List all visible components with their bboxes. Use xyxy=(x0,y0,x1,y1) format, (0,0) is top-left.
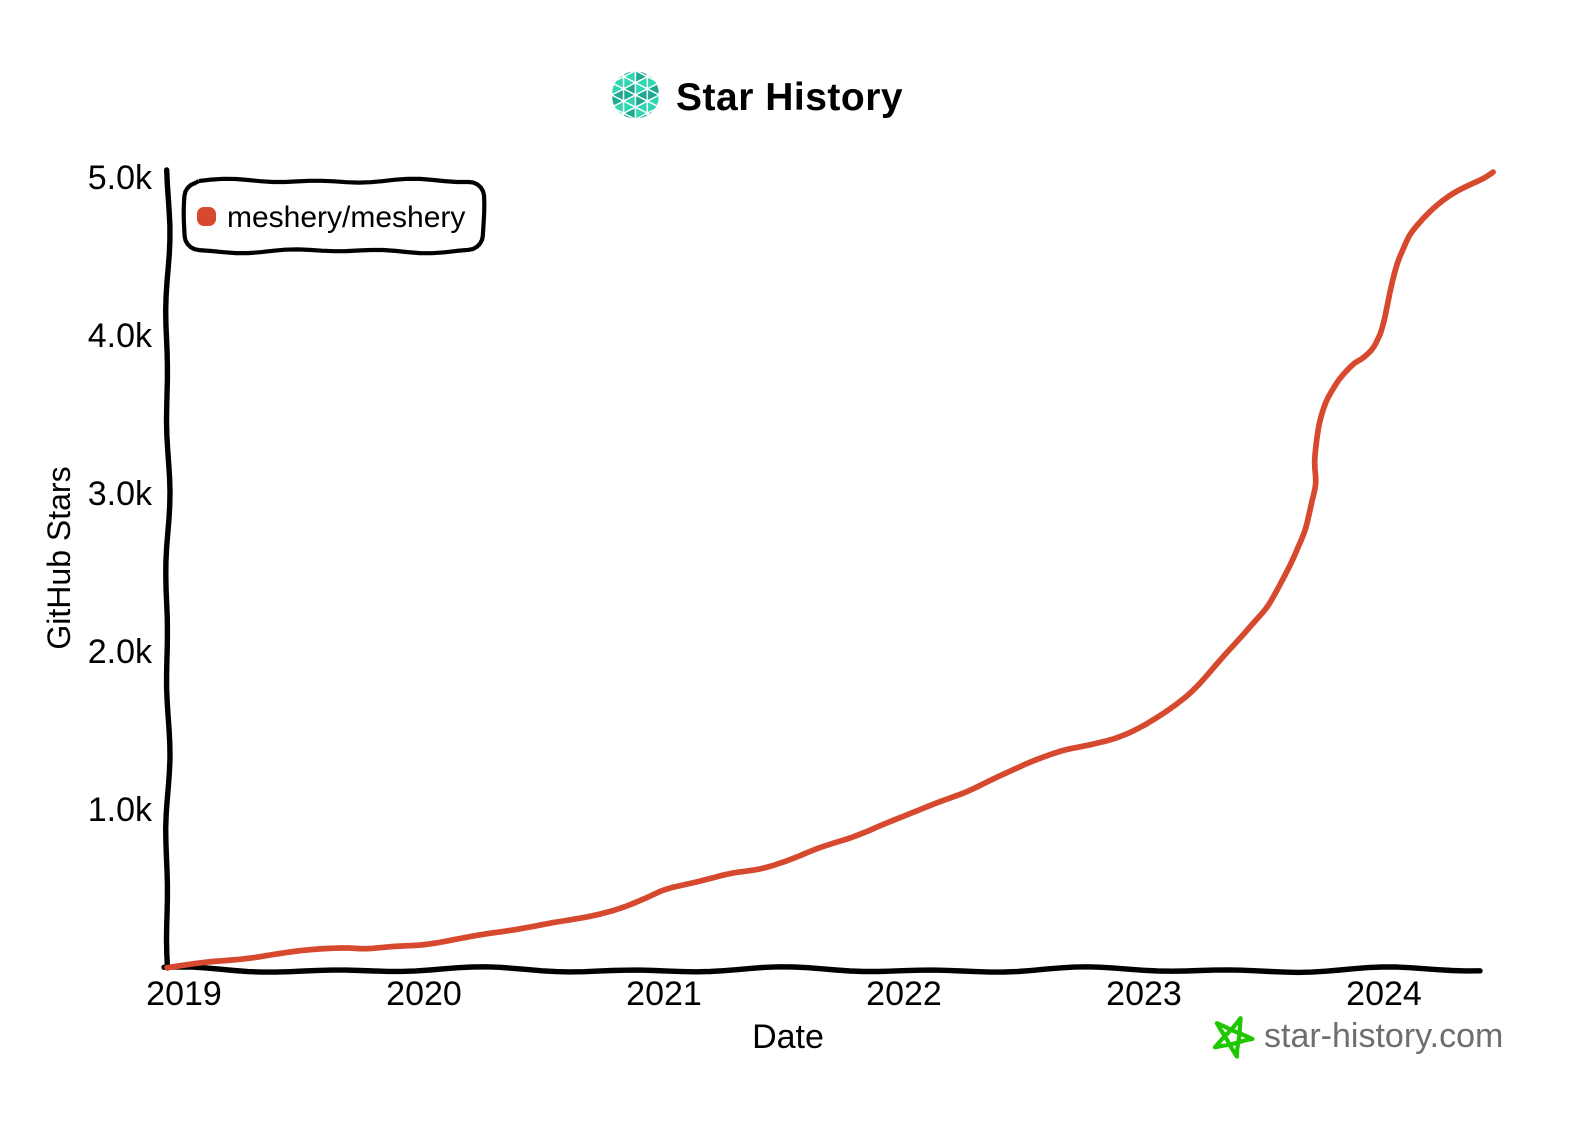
svg-text:5.0k: 5.0k xyxy=(88,159,153,197)
svg-text:2019: 2019 xyxy=(146,975,222,1013)
svg-text:1.0k: 1.0k xyxy=(88,791,153,829)
svg-text:2023: 2023 xyxy=(1106,975,1182,1013)
svg-text:meshery/meshery: meshery/meshery xyxy=(227,201,465,234)
svg-text:2020: 2020 xyxy=(386,975,462,1013)
svg-text:4.0k: 4.0k xyxy=(88,317,153,355)
svg-text:star-history.com: star-history.com xyxy=(1264,1017,1503,1055)
svg-text:GitHub Stars: GitHub Stars xyxy=(41,466,77,649)
svg-text:Star History: Star History xyxy=(676,76,903,119)
svg-text:3.0k: 3.0k xyxy=(88,475,153,513)
svg-text:2021: 2021 xyxy=(626,975,702,1013)
svg-text:Date: Date xyxy=(752,1018,824,1056)
svg-text:2024: 2024 xyxy=(1346,975,1422,1013)
svg-text:2.0k: 2.0k xyxy=(88,633,153,671)
svg-text:2022: 2022 xyxy=(866,975,942,1013)
